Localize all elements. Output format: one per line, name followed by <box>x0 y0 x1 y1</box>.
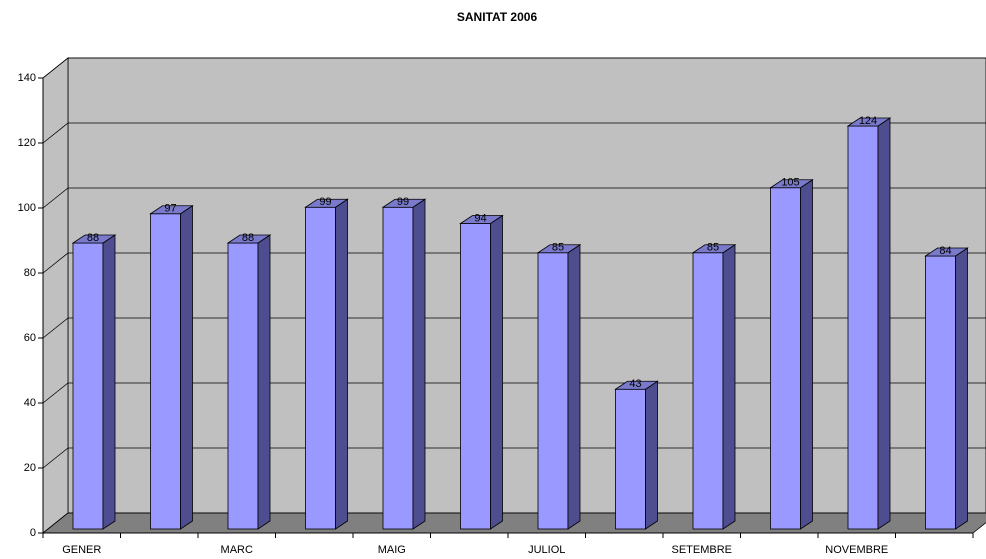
bar-side <box>645 380 658 530</box>
data-label: 85 <box>552 242 564 254</box>
grid-line <box>42 512 986 534</box>
grid-line <box>42 317 986 339</box>
data-label: 97 <box>164 203 176 215</box>
data-label: 105 <box>781 177 799 189</box>
bar <box>925 255 956 530</box>
bar-side <box>800 179 813 530</box>
bar <box>150 213 181 530</box>
data-label: 43 <box>629 378 641 390</box>
bar <box>72 242 104 530</box>
bar-top <box>614 380 659 390</box>
x-tick-label: GENER <box>62 544 101 556</box>
bar-side <box>257 234 271 530</box>
y-tick-label: 0 <box>30 527 36 539</box>
y-tick-label: 40 <box>24 397 36 409</box>
data-label: 84 <box>939 245 951 257</box>
bar-side <box>412 198 426 530</box>
bar-side <box>180 205 193 530</box>
bar-side <box>335 198 348 530</box>
data-label: 88 <box>242 232 254 244</box>
bar-top <box>536 244 582 254</box>
y-tick-label: 120 <box>18 137 36 149</box>
grid-line <box>42 447 986 469</box>
y-tick-label: 60 <box>24 332 36 344</box>
x-tick-label: MAIG <box>378 544 406 556</box>
data-label: 88 <box>87 232 99 244</box>
bar <box>382 206 414 530</box>
bar-top <box>381 198 427 208</box>
bar <box>305 206 336 530</box>
bar-side <box>490 214 503 530</box>
bar <box>847 125 879 530</box>
y-tick-label: 80 <box>24 267 36 279</box>
bar-top <box>459 215 504 224</box>
data-label: 124 <box>859 115 877 127</box>
bar-side <box>722 244 736 530</box>
y-tick-label: 100 <box>18 202 36 214</box>
bar-top <box>691 244 737 254</box>
grid-line <box>42 122 986 144</box>
bar-top <box>924 247 969 257</box>
grid-line <box>42 382 986 404</box>
bar-top <box>149 205 194 215</box>
grid-line <box>42 252 986 274</box>
bar <box>692 252 724 530</box>
bar <box>770 187 801 530</box>
bar-top <box>226 234 272 244</box>
bar <box>615 388 646 530</box>
x-tick-label: NOVEMBRE <box>825 544 888 556</box>
y-tick-label: 20 <box>24 462 36 474</box>
grid-line <box>42 57 986 79</box>
bar <box>227 242 259 530</box>
grid-line <box>42 187 986 209</box>
y-tick-label: 140 <box>18 72 36 84</box>
bar-top <box>769 179 814 189</box>
bar-top <box>71 234 117 244</box>
data-label: 99 <box>319 196 331 208</box>
data-label: 99 <box>397 196 409 208</box>
bar-top <box>846 117 892 127</box>
data-label: 85 <box>707 242 719 254</box>
bar-side <box>102 234 116 530</box>
bar-side <box>567 244 581 530</box>
x-tick-label: MARC <box>221 544 253 556</box>
bar-side <box>955 247 968 530</box>
side-wall <box>42 57 69 534</box>
data-label: 94 <box>474 212 486 224</box>
bar-side <box>877 117 891 530</box>
x-tick-label: JULIOL <box>528 544 565 556</box>
x-tick-label: SETEMBRE <box>671 544 732 556</box>
bar-top <box>304 198 349 208</box>
chart-title: SANITAT 2006 <box>457 10 538 24</box>
bar <box>537 252 569 530</box>
bar <box>460 223 491 530</box>
